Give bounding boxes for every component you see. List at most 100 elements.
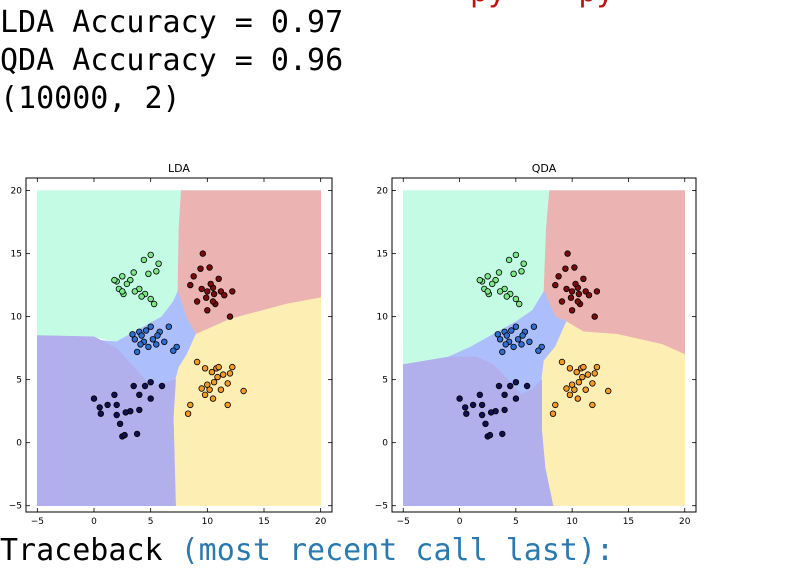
point-green — [518, 268, 525, 275]
y-tick-label: 10 — [377, 313, 389, 323]
point-blue — [161, 338, 168, 345]
point-green — [119, 273, 126, 280]
point-blue — [170, 347, 177, 354]
point-darkred — [563, 285, 570, 293]
point-orange — [187, 401, 194, 409]
point-orange — [580, 363, 587, 371]
point-navy — [158, 382, 166, 390]
point-blue — [129, 331, 136, 338]
point-orange — [206, 386, 213, 393]
x-tick-label: 0 — [457, 517, 463, 525]
point-darkred — [210, 290, 218, 298]
point-orange — [593, 363, 601, 371]
clipped-red-output: py py — [470, 0, 615, 9]
point-blue — [526, 338, 533, 345]
point-darkred — [571, 264, 578, 271]
point-darkred — [552, 281, 559, 289]
x-tick-label: 10 — [566, 517, 578, 525]
point-blue — [133, 348, 141, 356]
point-navy — [486, 431, 494, 439]
point-navy — [90, 395, 98, 402]
point-green — [495, 269, 503, 276]
point-navy — [116, 420, 124, 427]
point-green — [123, 280, 131, 288]
point-orange — [208, 368, 216, 376]
traceback-detail: (most recent call last): — [180, 533, 615, 568]
point-orange — [215, 363, 222, 371]
point-orange — [226, 370, 234, 377]
region-purple — [36, 335, 176, 507]
axes-title: QDA — [532, 162, 557, 175]
point-green — [145, 270, 152, 277]
region-yellow — [541, 321, 686, 507]
point-green — [138, 293, 145, 300]
x-tick-label: 15 — [258, 517, 269, 525]
point-green — [155, 260, 162, 267]
point-orange — [201, 365, 209, 372]
point-darkred — [187, 281, 194, 289]
point-green — [512, 295, 520, 303]
point-blue — [153, 341, 160, 348]
point-orange — [558, 358, 566, 366]
point-orange — [571, 386, 578, 393]
point-orange — [184, 410, 192, 417]
point-green — [520, 260, 527, 267]
point-navy — [501, 406, 508, 414]
point-orange — [217, 386, 225, 393]
y-tick-label: −5 — [375, 502, 388, 512]
point-blue — [147, 323, 154, 330]
point-green — [503, 293, 510, 300]
point-blue — [149, 336, 157, 343]
point-blue — [154, 332, 161, 339]
y-tick-label: 20 — [11, 187, 23, 197]
point-orange — [591, 370, 598, 377]
x-tick-label: 15 — [623, 517, 634, 525]
region-purple — [402, 356, 554, 507]
point-orange — [219, 371, 227, 378]
x-tick-label: 5 — [513, 517, 519, 525]
point-orange — [563, 385, 570, 392]
point-darkred — [580, 275, 587, 282]
point-navy — [501, 391, 508, 398]
point-green — [131, 288, 138, 295]
figure: LDA −5 0 5 10 15 20 −5 0 5 10 15 20 QDA −5 0 5 10 15 20 −5 0… — [9, 162, 697, 525]
x-tick-label: 10 — [202, 517, 214, 525]
point-green — [119, 288, 126, 295]
axes-frame — [391, 177, 697, 513]
point-darkred — [198, 285, 205, 293]
output-line-lda-accuracy: LDA Accuracy = 0.97 — [0, 5, 344, 40]
point-blue — [499, 348, 506, 356]
point-navy — [113, 401, 120, 409]
point-navy — [96, 404, 103, 411]
point-navy — [495, 382, 503, 390]
point-orange — [240, 387, 247, 395]
point-darkred — [209, 298, 217, 305]
point-darkred — [574, 298, 581, 305]
point-green — [153, 268, 160, 275]
point-orange — [224, 380, 231, 387]
point-darkred — [190, 273, 197, 280]
point-orange — [582, 386, 589, 393]
output-line-qda-accuracy: QDA Accuracy = 0.96 — [0, 43, 344, 78]
point-navy — [133, 430, 141, 438]
point-blue — [145, 343, 152, 351]
point-navy — [130, 382, 137, 390]
point-green — [516, 300, 523, 308]
point-darkred — [591, 313, 598, 320]
point-orange — [549, 410, 557, 417]
traceback-line: Traceback (most recent call last): — [0, 532, 614, 570]
point-orange — [193, 358, 201, 366]
point-navy — [121, 431, 128, 439]
point-navy — [523, 382, 531, 390]
point-blue — [494, 331, 501, 338]
point-darkred — [572, 280, 579, 288]
point-green — [130, 269, 137, 276]
point-green — [476, 276, 483, 284]
y-tick-label: 5 — [16, 376, 22, 386]
point-blue — [510, 343, 517, 351]
point-navy — [111, 391, 118, 398]
point-blue — [142, 327, 150, 334]
point-orange — [198, 385, 205, 392]
point-navy — [97, 410, 104, 417]
y-tick-label: 15 — [11, 250, 22, 260]
